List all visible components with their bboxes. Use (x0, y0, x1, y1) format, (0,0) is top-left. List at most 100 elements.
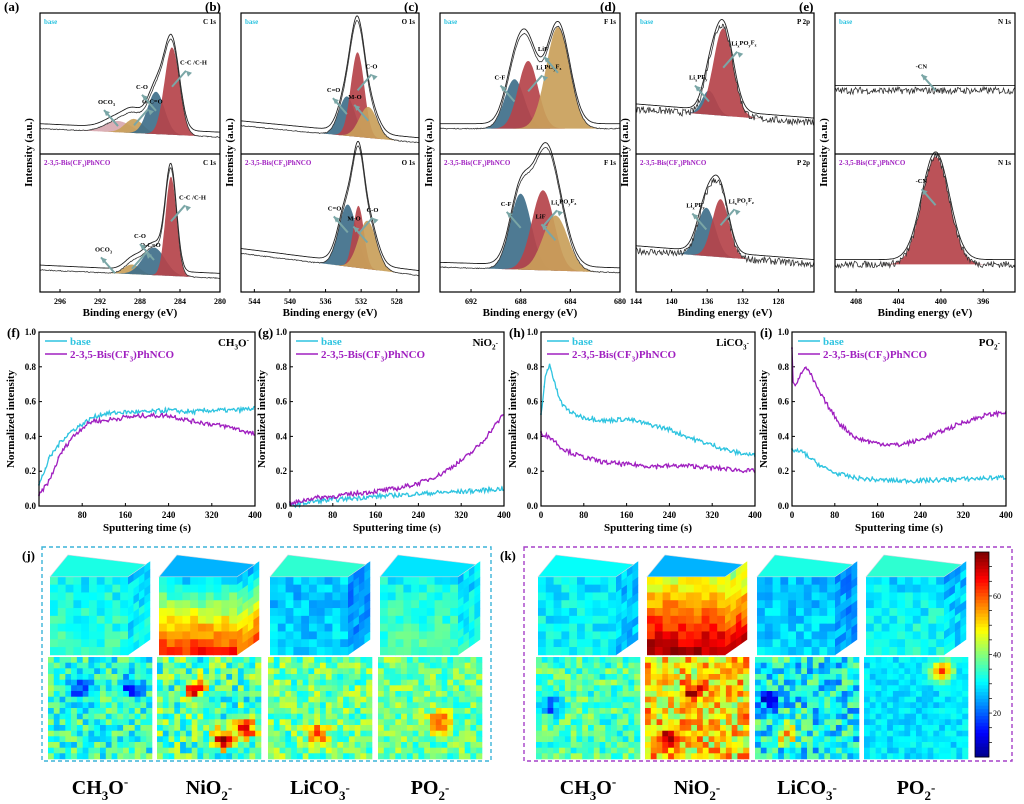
heat-cell (950, 753, 957, 760)
heat-cell (226, 702, 233, 709)
heat-cell (146, 730, 153, 737)
heat-cell (714, 730, 721, 737)
voxel (632, 561, 639, 574)
heat-cell (412, 736, 419, 743)
heat-cell (622, 708, 629, 714)
heat-cell (343, 713, 350, 720)
data-point (324, 495, 327, 498)
heat-cell (853, 747, 860, 754)
data-point (109, 413, 112, 416)
voxel (788, 608, 797, 617)
heat-cell (117, 742, 124, 748)
heat-cell (783, 685, 790, 692)
x-tick-label: 292 (94, 297, 106, 306)
colorbar-step (975, 606, 989, 611)
heat-cell (760, 662, 767, 669)
heat-cell (401, 736, 408, 743)
heat-cell (348, 742, 355, 748)
x-tick-label: 400 (999, 510, 1013, 520)
voxel (561, 600, 570, 609)
voxel (120, 647, 129, 656)
data-point (748, 470, 751, 472)
data-point (890, 478, 893, 480)
heat-cell (203, 725, 210, 731)
data-point (501, 486, 503, 489)
heat-cell (296, 708, 303, 714)
heat-cell (302, 662, 309, 669)
heat-cell (76, 662, 83, 669)
heat-cell (933, 747, 940, 754)
data-point (401, 485, 404, 488)
heat-cell (331, 713, 338, 720)
heat-cell (354, 730, 361, 737)
data-point (839, 474, 841, 476)
data-point (115, 419, 118, 422)
heat-cell (824, 662, 831, 669)
heat-cell (111, 674, 118, 680)
heat-cell (656, 713, 663, 720)
heat-cell (564, 736, 571, 743)
heat-cell (673, 668, 680, 675)
heat-cell (308, 719, 315, 726)
heat-cell (88, 719, 95, 726)
voxel (270, 639, 279, 648)
series-line-base (540, 363, 756, 458)
voxel (561, 647, 570, 656)
heat-cell (737, 674, 744, 680)
data-point (553, 379, 555, 382)
heat-cell (476, 708, 483, 714)
heat-cell (418, 719, 425, 726)
heat-cell (864, 753, 871, 760)
voxel (450, 615, 459, 625)
heat-cell (812, 657, 819, 663)
heat-cell (296, 674, 303, 680)
heat-cell (325, 679, 332, 686)
data-point (893, 442, 896, 445)
x-axis-label: Binding energy (eV) (283, 307, 378, 319)
heat-cell (105, 747, 112, 754)
data-point (99, 412, 102, 415)
heat-cell (853, 725, 860, 731)
heat-cell (134, 702, 141, 709)
voxel (577, 600, 586, 609)
voxel (866, 600, 875, 609)
heat-cell (869, 685, 876, 692)
heat-cell (424, 679, 431, 686)
heat-cell (441, 736, 448, 743)
voxel (944, 619, 950, 632)
voxel (621, 592, 628, 605)
voxel (693, 639, 702, 648)
voxel (81, 592, 90, 601)
heat-cell (285, 685, 292, 692)
data-point (1003, 412, 1005, 415)
y-tick-label: 0.8 (276, 362, 288, 372)
heat-cell (708, 685, 715, 692)
heat-cell (869, 747, 876, 754)
heat-cell (320, 730, 327, 737)
heat-cell (599, 674, 606, 680)
voxel (803, 600, 812, 609)
heat-cell (869, 753, 876, 760)
heat-cell (783, 753, 790, 760)
heat-cell (325, 657, 332, 663)
heat-cell (453, 685, 460, 692)
heat-cell (536, 668, 543, 675)
data-point (350, 498, 352, 500)
heat-cell (956, 742, 963, 748)
data-point (311, 498, 314, 501)
heat-cell (470, 753, 477, 760)
voxel (577, 608, 586, 617)
heat-cell (824, 702, 831, 709)
voxel (426, 584, 435, 593)
series-line-additive (540, 431, 756, 474)
heat-cell (898, 730, 905, 737)
heat-cell (853, 662, 860, 669)
heat-cell (656, 736, 663, 743)
heat-cell (383, 708, 390, 714)
heat-cell (812, 713, 819, 720)
heat-cell (470, 668, 477, 675)
heat-cell (337, 657, 344, 663)
heat-cell (320, 747, 327, 754)
voxel (835, 627, 841, 640)
heat-cell (593, 753, 600, 760)
